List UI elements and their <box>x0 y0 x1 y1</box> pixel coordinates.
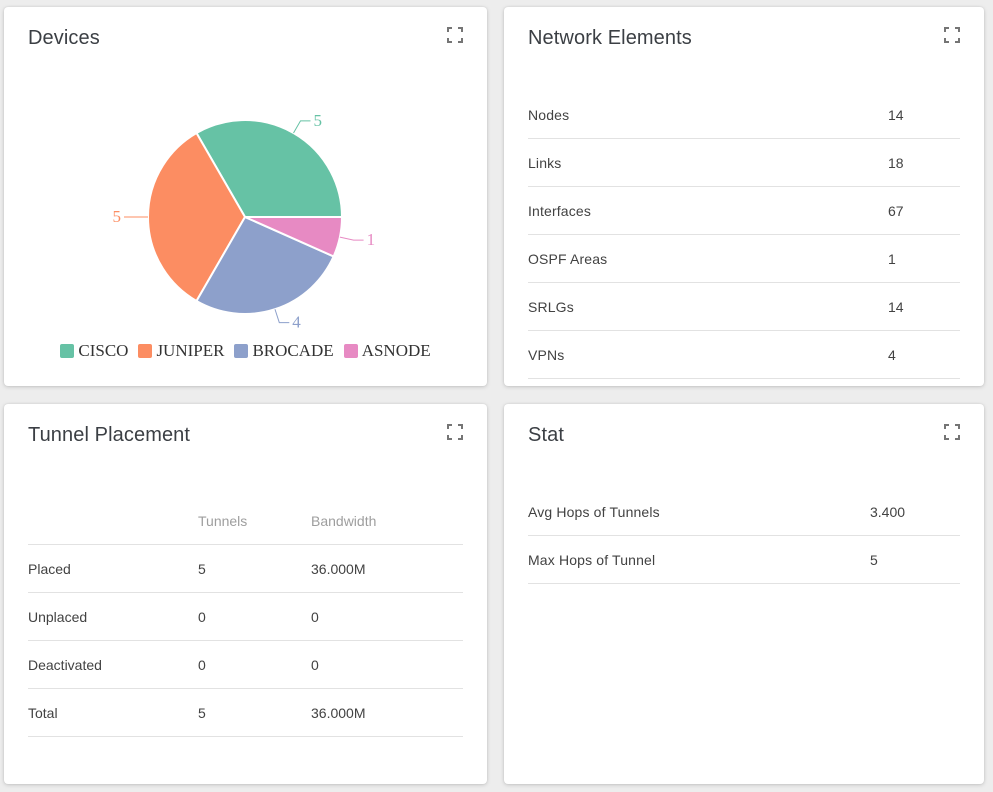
row-value: 67 <box>888 202 904 219</box>
fullscreen-expand-icon[interactable] <box>447 27 463 43</box>
cell-bandwidth: 0 <box>311 656 319 673</box>
pie-slice-juniper[interactable] <box>147 131 246 303</box>
list-item-max-hops: Max Hops of Tunnel 5 <box>528 536 960 584</box>
row-value: 3.400 <box>870 503 906 520</box>
pie-legend: CISCO JUNIPER BROCADE ASNODE <box>28 341 463 361</box>
row-value: 4 <box>888 346 896 363</box>
list-item-ospf-areas: OSPF Areas 1 <box>528 235 960 283</box>
page-title-tunnel-placement: Tunnel Placement <box>28 424 191 446</box>
legend-swatch <box>60 344 75 358</box>
list-item-links: Links 18 <box>528 139 960 187</box>
list-item-interfaces: Interfaces 67 <box>528 187 960 235</box>
column-header-tunnels: Tunnels <box>198 512 248 529</box>
table-row-total: Total 5 36.000M <box>28 689 463 737</box>
pie-value-label: 5 <box>314 111 323 130</box>
tunnel-placement-card: Tunnel Placement Tunnels Bandwidth Place… <box>4 404 487 784</box>
pie-slice-cisco[interactable] <box>195 119 343 218</box>
row-label: Interfaces <box>528 202 591 219</box>
network-elements-card-header: Network Elements <box>528 23 960 55</box>
pie-label-line <box>293 120 311 134</box>
page-title-stat: Stat <box>528 424 564 446</box>
table-row-deactivated: Deactivated 0 0 <box>28 641 463 689</box>
tunnel-placement-card-header: Tunnel Placement <box>28 420 463 452</box>
devices-card-header: Devices <box>28 23 463 55</box>
legend-swatch <box>138 344 153 358</box>
row-label: Max Hops of Tunnel <box>528 551 656 568</box>
pie-value-label: 5 <box>113 207 122 226</box>
legend-swatch <box>343 344 358 358</box>
tunnel-table: Tunnels Bandwidth Placed 5 36.000M Unpla… <box>28 497 463 737</box>
cell-tunnels: 5 <box>198 704 206 721</box>
table-header-row: Tunnels Bandwidth <box>28 497 463 545</box>
fullscreen-expand-icon[interactable] <box>447 424 463 440</box>
row-label: Placed <box>28 560 71 577</box>
legend-label: BROCADE <box>252 341 334 360</box>
list-item-srlgs: SRLGs 14 <box>528 283 960 331</box>
row-label: Avg Hops of Tunnels <box>528 503 660 520</box>
legend-item-asnode[interactable]: ASNODE <box>343 341 431 361</box>
pie-value-label: 4 <box>292 313 301 332</box>
pie-label-line <box>339 236 364 241</box>
network-elements-card: Network Elements Nodes 14 Links 18 Inter… <box>504 7 984 386</box>
row-label: Unplaced <box>28 608 88 625</box>
row-label: OSPF Areas <box>528 250 608 267</box>
row-label: VPNs <box>528 346 565 363</box>
pie-slice-asnode[interactable] <box>244 216 343 258</box>
table-row-placed: Placed 5 36.000M <box>28 545 463 593</box>
cell-bandwidth: 36.000M <box>311 704 366 721</box>
pie-value-label: 1 <box>367 230 376 249</box>
stat-list: Avg Hops of Tunnels 3.400 Max Hops of Tu… <box>528 488 960 584</box>
cell-tunnels: 5 <box>198 560 206 577</box>
row-label: SRLGs <box>528 298 574 315</box>
devices-pie-chart: 5 5 4 1 CISCO JUNIPER BROCADE ASNODE <box>28 55 463 361</box>
legend-swatch <box>234 344 249 358</box>
list-item-vpns: VPNs 4 <box>528 331 960 379</box>
row-value: 14 <box>888 106 904 123</box>
row-label: Total <box>28 704 58 721</box>
legend-item-juniper[interactable]: JUNIPER <box>138 341 224 361</box>
fullscreen-expand-icon[interactable] <box>944 27 960 43</box>
network-elements-list: Nodes 14 Links 18 Interfaces 67 OSPF Are… <box>528 91 960 379</box>
cell-bandwidth: 0 <box>311 608 319 625</box>
page-title-network-elements: Network Elements <box>528 27 692 49</box>
row-label: Nodes <box>528 106 570 123</box>
table-row-unplaced: Unplaced 0 0 <box>28 593 463 641</box>
cell-tunnels: 0 <box>198 656 206 673</box>
stat-card: Stat Avg Hops of Tunnels 3.400 Max Hops … <box>504 404 984 784</box>
page-title-devices: Devices <box>28 27 100 49</box>
legend-label: CISCO <box>78 341 129 360</box>
legend-item-brocade[interactable]: BROCADE <box>234 341 334 361</box>
cell-tunnels: 0 <box>198 608 206 625</box>
row-value: 14 <box>888 298 904 315</box>
pie-label-line <box>274 309 290 324</box>
stat-card-header: Stat <box>528 420 960 452</box>
legend-item-cisco[interactable]: CISCO <box>60 341 128 361</box>
row-label: Deactivated <box>28 656 102 673</box>
row-value: 18 <box>888 154 904 171</box>
legend-label: ASNODE <box>361 341 431 360</box>
column-header-bandwidth: Bandwidth <box>311 512 377 529</box>
pie-svg: 5 5 4 1 <box>113 111 376 332</box>
row-value: 1 <box>888 250 896 267</box>
list-item-avg-hops: Avg Hops of Tunnels 3.400 <box>528 488 960 536</box>
cell-bandwidth: 36.000M <box>311 560 366 577</box>
legend-label: JUNIPER <box>156 341 225 360</box>
row-value: 5 <box>870 551 878 568</box>
devices-card: Devices 5 5 4 1 CISCO JUNIPER BROCADE ASNODE <box>4 7 487 386</box>
row-label: Links <box>528 154 562 171</box>
fullscreen-expand-icon[interactable] <box>944 424 960 440</box>
list-item-nodes: Nodes 14 <box>528 91 960 139</box>
